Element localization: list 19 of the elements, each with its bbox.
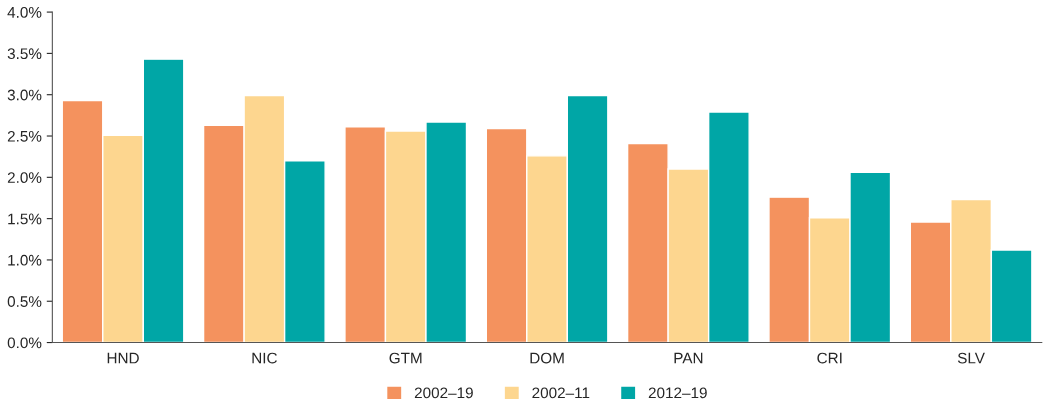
x-tick-label: NIC: [252, 352, 277, 364]
legend-label: 2002–11: [532, 387, 590, 399]
y-tick-label: 4.0%: [7, 6, 42, 18]
y-tick-label: 1.5%: [8, 213, 42, 225]
y-tick-label: 2.5%: [7, 130, 42, 142]
x-tick-label: PAN: [674, 352, 703, 364]
y-tick-label: 1.0%: [8, 254, 42, 266]
y-tick-label: 0.0%: [7, 337, 42, 349]
y-tick-label: 3.0%: [7, 89, 42, 101]
x-tick-label: CRI: [817, 352, 842, 364]
y-tick-label: 0.5%: [7, 296, 42, 307]
x-tick-label: HND: [107, 352, 139, 364]
legend-label: 2002–19: [414, 387, 473, 399]
x-tick-label: GTM: [389, 352, 422, 364]
y-tick-label: 3.5%: [7, 48, 42, 60]
y-tick-label: 2.0%: [7, 172, 42, 184]
legend-label: 2012–19: [648, 387, 707, 399]
x-tick-label: SLV: [957, 352, 985, 364]
x-tick-label: DOM: [530, 352, 564, 364]
